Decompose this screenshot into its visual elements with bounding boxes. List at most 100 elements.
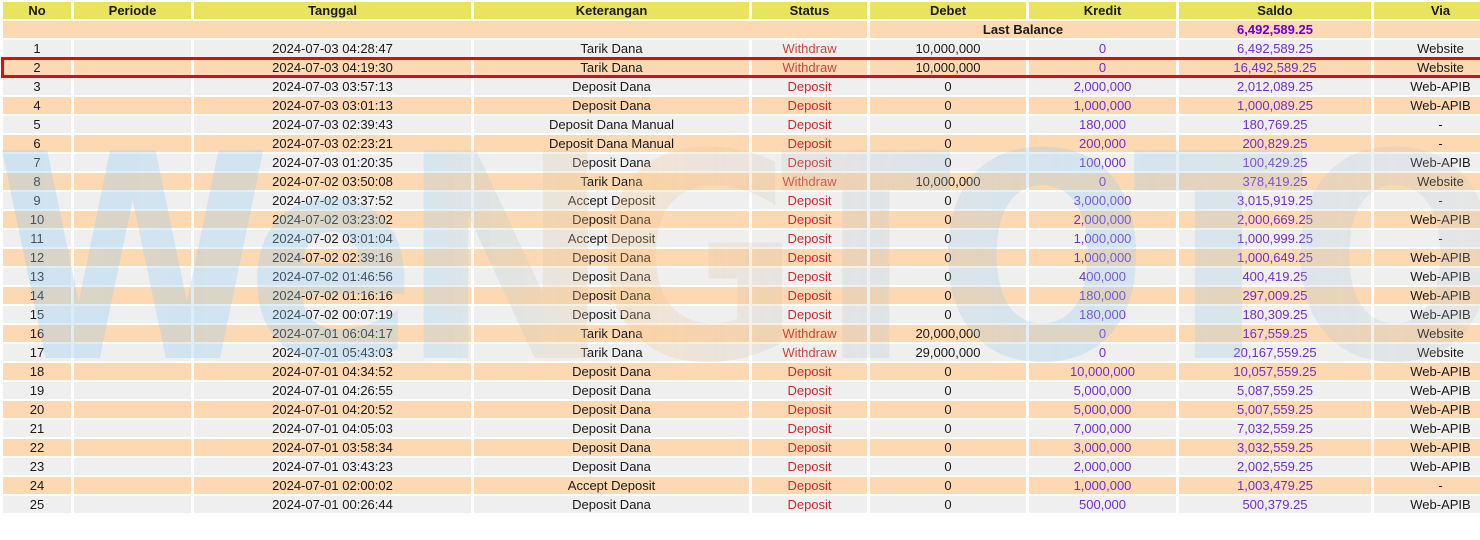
- cell-via: Web-APIB: [1374, 287, 1480, 304]
- cell-no: 21: [3, 420, 71, 437]
- table-row: 8 2024-07-02 03:50:08 Tarik Dana Withdraw 10…: [3, 173, 1480, 190]
- cell-no: 15: [3, 306, 71, 323]
- cell-no: 4: [3, 97, 71, 114]
- cell-kredit: 2,000,000: [1029, 78, 1176, 95]
- cell-kredit: 10,000,000: [1029, 363, 1176, 380]
- column-header-saldo: Saldo: [1179, 2, 1371, 19]
- cell-keterangan: Deposit Dana: [474, 249, 749, 266]
- table-row: 21 2024-07-01 04:05:03 Deposit Dana Deposit…: [3, 420, 1480, 437]
- cell-kredit: 5,000,000: [1029, 382, 1176, 399]
- cell-via: Website: [1374, 325, 1480, 342]
- cell-tanggal: 2024-07-01 04:20:52: [194, 401, 471, 418]
- cell-periode: [74, 135, 191, 152]
- table-row: 12 2024-07-02 02:39:16 Deposit Dana Deposit…: [3, 249, 1480, 266]
- column-header-debet: Debet: [870, 2, 1026, 19]
- cell-no: 10: [3, 211, 71, 228]
- cell-status: Deposit: [752, 249, 867, 266]
- cell-status: Deposit: [752, 211, 867, 228]
- cell-no: 1: [3, 40, 71, 57]
- cell-no: 9: [3, 192, 71, 209]
- cell-debet: 10,000,000: [870, 59, 1026, 76]
- cell-debet: 0: [870, 287, 1026, 304]
- table-row: 7 2024-07-03 01:20:35 Deposit Dana Deposit 0…: [3, 154, 1480, 171]
- cell-debet: 29,000,000: [870, 344, 1026, 361]
- cell-status: Deposit: [752, 382, 867, 399]
- cell-tanggal: 2024-07-01 00:26:44: [194, 496, 471, 513]
- cell-keterangan: Deposit Dana: [474, 97, 749, 114]
- cell-kredit: 0: [1029, 40, 1176, 57]
- cell-periode: [74, 344, 191, 361]
- cell-debet: 0: [870, 230, 1026, 247]
- cell-no: 24: [3, 477, 71, 494]
- cell-via: -: [1374, 116, 1480, 133]
- header-row: No Periode Tanggal Keterangan Status Debet Kre…: [3, 2, 1480, 19]
- cell-tanggal: 2024-07-03 04:28:47: [194, 40, 471, 57]
- cell-tanggal: 2024-07-01 03:58:34: [194, 439, 471, 456]
- cell-kredit: 1,000,000: [1029, 249, 1176, 266]
- cell-periode: [74, 211, 191, 228]
- cell-via: Web-APIB: [1374, 458, 1480, 475]
- table-header: No Periode Tanggal Keterangan Status Debet Kre…: [3, 2, 1480, 19]
- cell-keterangan: Deposit Dana Manual: [474, 116, 749, 133]
- cell-keterangan: Deposit Dana: [474, 420, 749, 437]
- cell-debet: 0: [870, 458, 1026, 475]
- cell-saldo: 100,429.25: [1179, 154, 1371, 171]
- cell-periode: [74, 363, 191, 380]
- table-row: 25 2024-07-01 00:26:44 Deposit Dana Deposit…: [3, 496, 1480, 513]
- cell-kredit: 3,000,000: [1029, 192, 1176, 209]
- cell-via: -: [1374, 135, 1480, 152]
- cell-kredit: 0: [1029, 325, 1176, 342]
- column-header-no: No: [3, 2, 71, 19]
- last-balance-label: Last Balance: [870, 21, 1176, 38]
- table-row: 10 2024-07-02 03:23:02 Deposit Dana Deposit…: [3, 211, 1480, 228]
- cell-no: 5: [3, 116, 71, 133]
- cell-debet: 0: [870, 496, 1026, 513]
- cell-status: Withdraw: [752, 173, 867, 190]
- table-row: 5 2024-07-03 02:39:43 Deposit Dana Manual D…: [3, 116, 1480, 133]
- table-row: 22 2024-07-01 03:58:34 Deposit Dana Deposit…: [3, 439, 1480, 456]
- cell-via: -: [1374, 230, 1480, 247]
- cell-via: -: [1374, 477, 1480, 494]
- cell-debet: 0: [870, 192, 1026, 209]
- transactions-table: No Periode Tanggal Keterangan Status Debet Kre…: [1, 2, 1480, 513]
- cell-saldo: 1,000,089.25: [1179, 97, 1371, 114]
- cell-tanggal: 2024-07-02 02:39:16: [194, 249, 471, 266]
- cell-periode: [74, 325, 191, 342]
- cell-kredit: 5,000,000: [1029, 401, 1176, 418]
- cell-no: 12: [3, 249, 71, 266]
- cell-saldo: 297,009.25: [1179, 287, 1371, 304]
- cell-keterangan: Deposit Dana: [474, 211, 749, 228]
- cell-status: Withdraw: [752, 40, 867, 57]
- cell-no: 7: [3, 154, 71, 171]
- cell-saldo: 400,419.25: [1179, 268, 1371, 285]
- cell-debet: 0: [870, 306, 1026, 323]
- cell-periode: [74, 116, 191, 133]
- cell-saldo: 1,003,479.25: [1179, 477, 1371, 494]
- cell-tanggal: 2024-07-01 06:04:17: [194, 325, 471, 342]
- cell-via: Web-APIB: [1374, 420, 1480, 437]
- table-row: 19 2024-07-01 04:26:55 Deposit Dana Deposit…: [3, 382, 1480, 399]
- cell-kredit: 500,000: [1029, 496, 1176, 513]
- cell-status: Withdraw: [752, 59, 867, 76]
- cell-tanggal: 2024-07-02 01:16:16: [194, 287, 471, 304]
- cell-periode: [74, 268, 191, 285]
- cell-kredit: 0: [1029, 344, 1176, 361]
- cell-tanggal: 2024-07-02 03:50:08: [194, 173, 471, 190]
- cell-via: Web-APIB: [1374, 97, 1480, 114]
- column-header-keterangan: Keterangan: [474, 2, 749, 19]
- cell-periode: [74, 59, 191, 76]
- cell-status: Deposit: [752, 496, 867, 513]
- cell-via: Web-APIB: [1374, 249, 1480, 266]
- cell-saldo: 180,309.25: [1179, 306, 1371, 323]
- cell-kredit: 1,000,000: [1029, 230, 1176, 247]
- cell-debet: 10,000,000: [870, 173, 1026, 190]
- table-row: 20 2024-07-01 04:20:52 Deposit Dana Deposit…: [3, 401, 1480, 418]
- cell-debet: 0: [870, 249, 1026, 266]
- cell-saldo: 10,057,559.25: [1179, 363, 1371, 380]
- cell-periode: [74, 420, 191, 437]
- cell-kredit: 1,000,000: [1029, 97, 1176, 114]
- column-header-status: Status: [752, 2, 867, 19]
- cell-tanggal: 2024-07-01 05:43:03: [194, 344, 471, 361]
- cell-status: Deposit: [752, 401, 867, 418]
- table-row: 11 2024-07-02 03:01:04 Accept Deposit Depos…: [3, 230, 1480, 247]
